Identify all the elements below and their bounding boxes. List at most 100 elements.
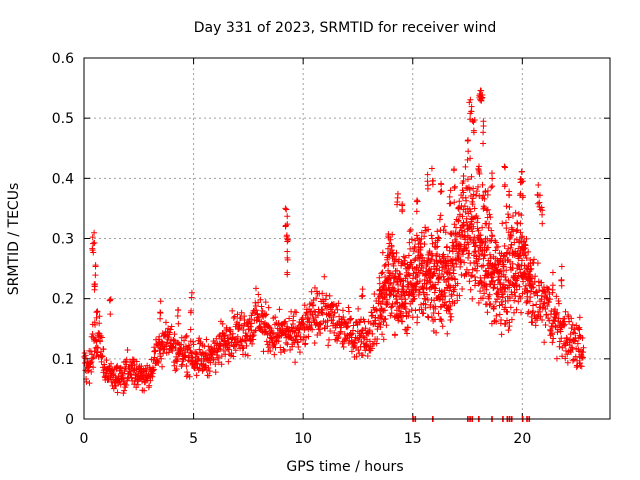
data-point [513,306,520,313]
data-point [203,336,210,343]
data-point [444,243,451,250]
data-point [262,299,269,306]
data-point [89,355,96,362]
data-point [493,312,500,319]
data-point [536,287,543,294]
data-point [247,323,254,330]
data-point [490,284,497,291]
data-point [166,329,173,336]
data-point [495,243,502,250]
data-point [386,251,393,258]
data-point [281,347,288,354]
data-point [309,326,316,333]
data-point [283,206,290,213]
data-point [355,305,362,312]
data-point [430,270,437,277]
data-point [449,256,456,263]
data-point [468,173,475,180]
data-point [486,291,493,298]
data-point [404,330,411,337]
data-point [229,330,236,337]
data-point [114,362,121,369]
data-point [174,356,181,363]
data-point [421,233,428,240]
data-point [564,359,571,366]
data-point [572,353,579,360]
data-point [124,375,131,382]
data-point [536,308,543,315]
data-point [446,247,453,254]
data-point [485,224,492,231]
data-point [380,336,387,343]
data-point [235,342,242,349]
data-point [517,229,524,236]
data-point [456,198,463,205]
data-point [423,281,430,288]
data-point [532,273,539,280]
data-point [500,263,507,270]
data-point [550,335,557,342]
data-point [190,341,197,348]
data-point [292,359,299,366]
data-point [438,188,445,195]
data-point [165,325,172,332]
data-point [492,239,499,246]
data-point [467,208,474,215]
data-point [243,342,250,349]
data-point [263,328,270,335]
data-point [492,298,499,305]
data-point [503,219,510,226]
data-point [418,235,425,242]
data-point [311,340,318,347]
data-point [323,305,330,312]
data-point [447,310,454,317]
data-point [97,338,104,345]
data-point [424,171,431,178]
data-point [412,307,419,314]
grid-layer [84,58,610,419]
data-point [501,163,508,170]
data-point [363,342,370,349]
data-point [237,314,244,321]
data-point [574,340,581,347]
data-point [459,248,466,255]
data-point [124,347,131,354]
data-point [436,216,443,223]
data-point [408,236,415,243]
data-point [175,320,182,327]
data-point [569,321,576,328]
data-point [398,308,405,315]
y-tick-label: 0.3 [52,232,74,248]
data-point [238,338,245,345]
data-point [150,366,157,373]
data-point [350,322,357,329]
data-point [459,285,466,292]
data-point [248,320,255,327]
data-point [288,324,295,331]
data-point [434,250,441,257]
data-point [326,292,333,299]
data-point [451,300,458,307]
data-point [492,247,499,254]
data-point [542,305,549,312]
data-point [449,275,456,282]
data-point [542,289,549,296]
data-point [388,247,395,254]
data-point [294,338,301,345]
data-point [205,364,212,371]
data-point [463,247,470,254]
y-tick-label: 0.6 [52,51,74,67]
data-point [527,266,534,273]
data-point [541,293,548,300]
data-point [407,245,414,252]
data-point [532,289,539,296]
data-point [196,335,203,342]
data-point [477,87,484,94]
data-point [440,251,447,258]
data-point [150,367,157,374]
data-point [381,263,388,270]
data-point [156,333,163,340]
data-point [395,281,402,288]
data-point [411,295,418,302]
data-point [529,302,536,309]
